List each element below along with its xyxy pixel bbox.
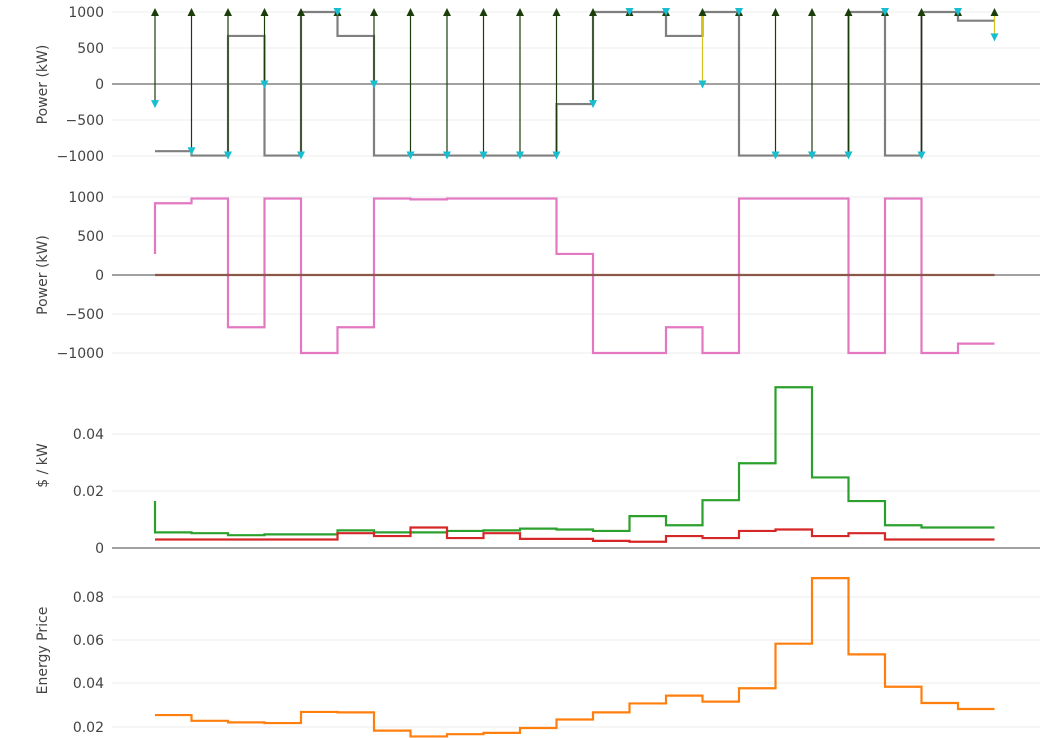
marker-down — [771, 151, 780, 160]
marker-down — [333, 8, 342, 16]
marker-up — [297, 8, 305, 16]
y-axis-label: Energy Price — [35, 607, 51, 695]
y-tick-label: 0.02 — [73, 720, 104, 736]
marker-down — [735, 8, 743, 16]
marker-down — [917, 151, 926, 160]
marker-down — [370, 80, 378, 89]
marker-up — [370, 8, 378, 16]
y-axis-label: Power (kW) — [35, 45, 51, 125]
marker-down — [881, 8, 889, 16]
marker-up — [917, 8, 926, 16]
y-tick-label: 1000 — [68, 190, 104, 206]
series-line-1 — [155, 577, 995, 738]
y-axis-label: Power (kW) — [35, 235, 51, 315]
y-tick-label: −1000 — [57, 346, 104, 362]
marker-up — [224, 8, 232, 16]
marker-down — [954, 8, 962, 16]
series-line-2 — [155, 526, 995, 543]
marker-down — [552, 151, 561, 160]
marker-down — [516, 151, 524, 160]
marker-down — [990, 33, 999, 42]
marker-down — [479, 151, 488, 160]
marker-down — [297, 151, 305, 160]
marker-down — [443, 151, 451, 160]
y-tick-label: 0 — [95, 77, 104, 93]
marker-down — [808, 151, 816, 160]
subplot-3: 0 0.02 0.04 $ / kW — [35, 386, 1040, 557]
marker-up — [844, 8, 853, 16]
subplot-1: 1000 500 0 −500 −1000 Power (kW) — [35, 5, 1040, 165]
marker-down — [662, 8, 670, 16]
marker-up — [151, 8, 159, 16]
y-tick-label: 0 — [95, 268, 104, 284]
marker-down — [589, 100, 597, 109]
y-tick-label: −1000 — [57, 149, 104, 165]
subplot-2: 1000 500 0 −500 −1000 Power (kW) — [35, 190, 1040, 362]
marker-down — [844, 151, 853, 160]
y-tick-label: 0.08 — [73, 590, 104, 606]
series-line-1 — [153, 386, 995, 537]
marker-down — [224, 151, 232, 160]
marker-up — [808, 8, 816, 16]
marker-down — [698, 80, 707, 89]
marker-up — [552, 8, 561, 16]
y-tick-label: 0.02 — [73, 484, 104, 500]
y-tick-label: 0.04 — [73, 427, 104, 443]
series-line-1 — [153, 197, 995, 355]
marker-down — [625, 8, 634, 16]
marker-up — [443, 8, 451, 16]
marker-up — [589, 8, 597, 16]
marker-up — [990, 8, 999, 16]
y-tick-label: 500 — [77, 41, 104, 57]
marker-down — [406, 151, 415, 160]
marker-down — [187, 147, 196, 156]
y-tick-label: −500 — [66, 113, 104, 129]
y-tick-label: −500 — [66, 307, 104, 323]
marker-up — [771, 8, 780, 16]
marker-up — [187, 8, 196, 16]
y-axis-label: $ / kW — [35, 443, 51, 488]
y-tick-label: 0 — [95, 541, 104, 557]
marker-down — [260, 80, 269, 89]
y-tick-label: 1000 — [68, 5, 104, 21]
subplot-4: 0.02 0.04 0.06 0.08 Energy Price — [35, 577, 1040, 738]
marker-down — [151, 100, 159, 109]
y-tick-label: 0.06 — [73, 633, 104, 649]
y-tick-label: 0.04 — [73, 676, 104, 692]
marker-up — [260, 8, 269, 16]
marker-up — [479, 8, 488, 16]
marker-up — [698, 8, 707, 16]
marker-up — [516, 8, 524, 16]
marker-up — [406, 8, 415, 16]
y-tick-label: 500 — [77, 229, 104, 245]
